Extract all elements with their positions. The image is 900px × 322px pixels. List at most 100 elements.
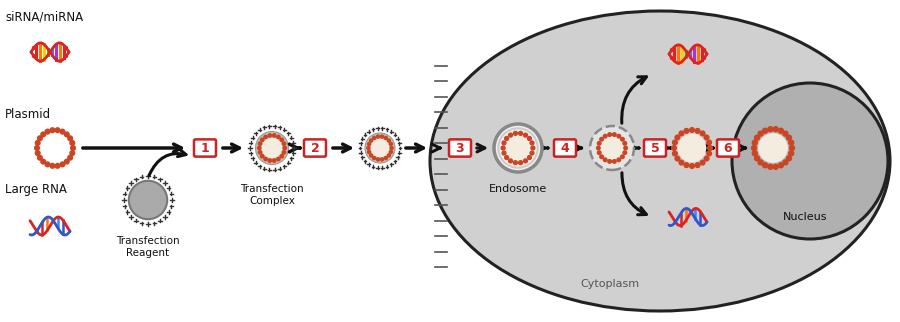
Circle shape	[703, 49, 706, 51]
Circle shape	[68, 156, 73, 160]
Circle shape	[680, 131, 684, 136]
Circle shape	[38, 136, 42, 141]
Circle shape	[599, 137, 603, 141]
Circle shape	[778, 128, 783, 133]
Circle shape	[670, 49, 673, 51]
Circle shape	[679, 135, 706, 162]
Circle shape	[65, 159, 69, 164]
Circle shape	[527, 137, 531, 140]
FancyBboxPatch shape	[194, 139, 216, 156]
Circle shape	[706, 140, 712, 145]
FancyBboxPatch shape	[554, 139, 576, 156]
Circle shape	[530, 151, 534, 155]
Circle shape	[752, 151, 757, 156]
Circle shape	[788, 140, 794, 145]
Circle shape	[501, 146, 505, 150]
Circle shape	[778, 163, 783, 168]
Circle shape	[71, 146, 76, 150]
Circle shape	[50, 164, 55, 168]
Circle shape	[258, 151, 262, 154]
Circle shape	[752, 146, 757, 150]
Circle shape	[608, 133, 611, 136]
Circle shape	[695, 128, 700, 133]
Circle shape	[518, 161, 523, 165]
Circle shape	[50, 128, 55, 133]
Circle shape	[384, 137, 387, 139]
Circle shape	[783, 160, 788, 165]
Circle shape	[40, 132, 46, 137]
Circle shape	[273, 134, 276, 137]
Circle shape	[671, 146, 676, 150]
Circle shape	[35, 146, 40, 150]
Circle shape	[60, 162, 65, 167]
Circle shape	[45, 162, 50, 167]
Circle shape	[768, 164, 773, 169]
Circle shape	[613, 160, 617, 163]
Circle shape	[381, 158, 383, 161]
Circle shape	[367, 143, 371, 146]
Circle shape	[704, 135, 709, 140]
Circle shape	[70, 141, 75, 145]
Circle shape	[65, 55, 68, 57]
Circle shape	[758, 160, 763, 165]
Circle shape	[276, 157, 280, 161]
Circle shape	[258, 142, 262, 145]
Circle shape	[280, 155, 284, 158]
Circle shape	[603, 134, 607, 138]
FancyArrowPatch shape	[622, 173, 646, 215]
Circle shape	[675, 156, 680, 161]
Circle shape	[32, 55, 35, 57]
Circle shape	[505, 156, 508, 159]
Circle shape	[268, 134, 272, 137]
Circle shape	[530, 141, 534, 145]
Circle shape	[273, 159, 276, 162]
Circle shape	[597, 146, 600, 150]
FancyBboxPatch shape	[717, 139, 739, 156]
Text: 6: 6	[724, 141, 733, 155]
Text: 2: 2	[310, 141, 320, 155]
Circle shape	[603, 158, 607, 162]
Circle shape	[390, 147, 393, 149]
Circle shape	[527, 156, 531, 159]
Circle shape	[514, 131, 518, 135]
Circle shape	[590, 126, 634, 170]
Circle shape	[617, 134, 621, 138]
Circle shape	[704, 156, 709, 161]
Text: Endosome: Endosome	[489, 184, 547, 194]
Circle shape	[373, 137, 375, 139]
Circle shape	[598, 142, 601, 145]
Circle shape	[372, 139, 389, 157]
Circle shape	[759, 134, 788, 162]
Circle shape	[695, 163, 700, 167]
Circle shape	[762, 128, 768, 133]
Circle shape	[376, 158, 380, 161]
Circle shape	[675, 135, 680, 140]
Circle shape	[689, 164, 694, 168]
Circle shape	[507, 137, 529, 159]
Circle shape	[787, 135, 791, 140]
Circle shape	[283, 142, 285, 145]
Circle shape	[783, 131, 788, 136]
Circle shape	[381, 135, 383, 138]
Circle shape	[680, 160, 684, 165]
Circle shape	[45, 129, 50, 134]
Circle shape	[773, 164, 778, 169]
Circle shape	[40, 159, 46, 164]
Circle shape	[390, 143, 392, 146]
Circle shape	[624, 146, 627, 150]
Text: Nucleus: Nucleus	[783, 212, 827, 222]
Circle shape	[65, 47, 68, 49]
Circle shape	[623, 151, 626, 155]
Circle shape	[788, 151, 794, 156]
Circle shape	[684, 128, 688, 133]
Text: siRNA/miRNA: siRNA/miRNA	[5, 11, 83, 24]
Circle shape	[387, 154, 391, 157]
FancyBboxPatch shape	[304, 139, 326, 156]
Circle shape	[531, 146, 535, 150]
Circle shape	[598, 151, 601, 155]
Circle shape	[257, 146, 261, 150]
Circle shape	[787, 156, 791, 161]
Circle shape	[276, 135, 280, 138]
Circle shape	[263, 138, 282, 157]
Circle shape	[762, 163, 768, 168]
